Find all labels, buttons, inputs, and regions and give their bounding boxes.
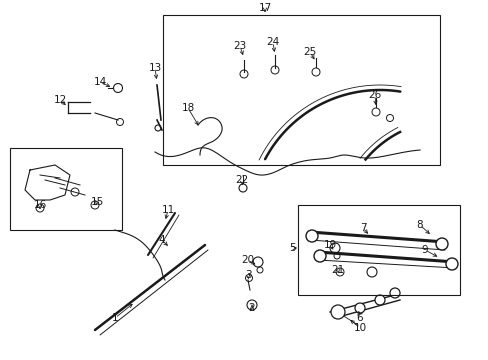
Text: 19: 19 xyxy=(323,240,336,250)
Text: 21: 21 xyxy=(331,265,344,275)
Text: 22: 22 xyxy=(235,175,248,185)
Text: 25: 25 xyxy=(303,47,316,57)
Circle shape xyxy=(389,288,399,298)
Text: 15: 15 xyxy=(90,197,103,207)
Text: 1: 1 xyxy=(111,313,118,323)
Bar xyxy=(10,148,122,230)
Text: 5: 5 xyxy=(288,243,295,253)
Text: 26: 26 xyxy=(367,90,381,100)
Text: 17: 17 xyxy=(258,3,271,13)
Text: 7: 7 xyxy=(359,223,366,233)
Text: 4: 4 xyxy=(159,235,165,245)
Circle shape xyxy=(374,295,384,305)
Text: 16: 16 xyxy=(33,200,46,210)
Text: 9: 9 xyxy=(421,245,427,255)
Text: 6: 6 xyxy=(356,313,363,323)
Text: 24: 24 xyxy=(266,37,279,47)
Circle shape xyxy=(313,250,325,262)
Text: 8: 8 xyxy=(416,220,423,230)
Text: 3: 3 xyxy=(244,270,251,280)
Text: 11: 11 xyxy=(161,205,174,215)
Text: 2: 2 xyxy=(248,303,255,313)
Circle shape xyxy=(330,305,345,319)
Polygon shape xyxy=(25,165,70,200)
Circle shape xyxy=(354,303,364,313)
Bar xyxy=(163,15,439,165)
Text: 13: 13 xyxy=(148,63,162,73)
Text: 12: 12 xyxy=(53,95,66,105)
Text: 18: 18 xyxy=(181,103,194,113)
Circle shape xyxy=(435,238,447,250)
Circle shape xyxy=(445,258,457,270)
Text: 20: 20 xyxy=(241,255,254,265)
Text: 10: 10 xyxy=(353,323,366,333)
Text: 23: 23 xyxy=(233,41,246,51)
Text: 14: 14 xyxy=(93,77,106,87)
Bar xyxy=(297,205,459,295)
Circle shape xyxy=(305,230,317,242)
